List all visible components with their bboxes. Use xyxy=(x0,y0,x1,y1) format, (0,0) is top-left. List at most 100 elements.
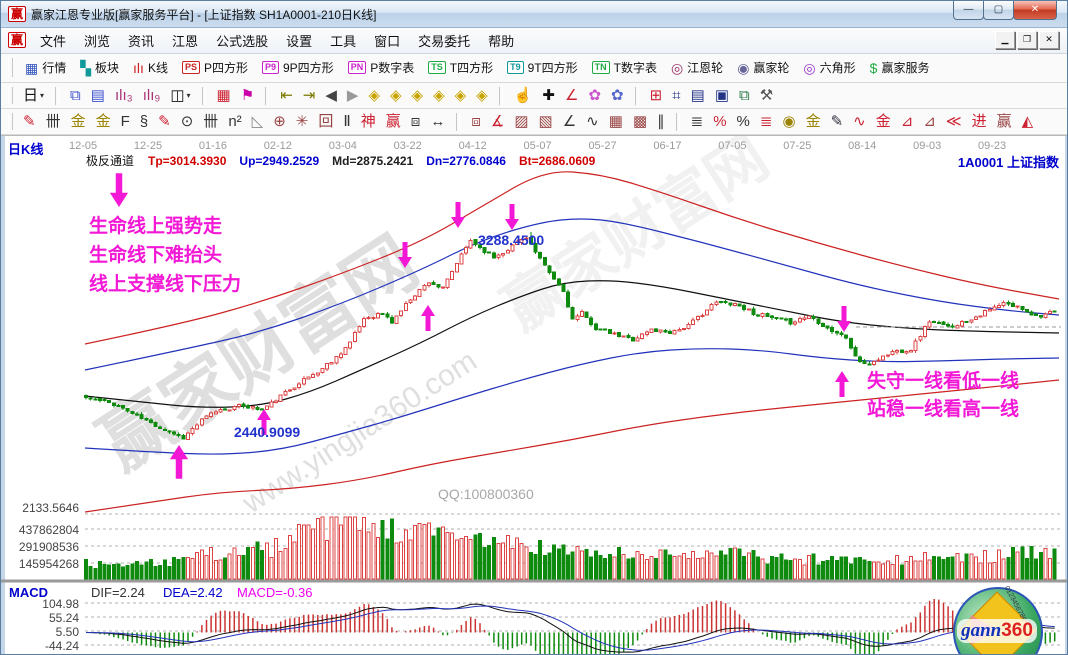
shade-rect-tool[interactable]: ▨ xyxy=(509,113,533,131)
shade-rect2-tool[interactable]: ▧ xyxy=(534,113,558,131)
gann-tool-blue-icon[interactable]: ✿ xyxy=(606,87,629,105)
fan-lines-tool[interactable]: ∡ xyxy=(486,113,509,131)
gann-lines-tool[interactable]: 卌 xyxy=(41,113,66,131)
macd-pane-label[interactable]: MACD xyxy=(9,585,48,600)
zoom-right-button[interactable]: ◈ xyxy=(385,87,407,105)
menu-工具[interactable]: 工具 xyxy=(330,33,357,49)
z-tool[interactable]: ◭ xyxy=(1017,113,1039,131)
p-number-table-button[interactable]: PN P数字表 xyxy=(341,57,422,78)
ruler-lines-tool[interactable]: 卌 xyxy=(198,113,223,131)
angle-fan-tool[interactable]: ◺ xyxy=(247,113,269,131)
win-tool[interactable]: 赢 xyxy=(992,113,1017,131)
mdi-minimize-button[interactable]: ▁ xyxy=(995,31,1015,49)
period-button[interactable]: 日 ▾ xyxy=(18,87,49,105)
shen-tool[interactable]: 神 xyxy=(356,113,381,131)
circle-cycle-tool[interactable]: ⊙ xyxy=(176,113,199,131)
flag-mark-icon[interactable]: ⚑ xyxy=(236,87,259,105)
9p-square-button[interactable]: P9 9P四方形 xyxy=(255,57,341,78)
fibonacci-tool[interactable]: F xyxy=(116,113,135,131)
minichart3-icon[interactable]: ılı₃ xyxy=(110,87,138,105)
gold-line-tool[interactable]: 金 xyxy=(801,113,826,131)
v-expand-button[interactable]: ◈ xyxy=(450,87,472,105)
gold-fan-tool[interactable]: ≪ xyxy=(941,113,967,131)
p-square-button[interactable]: PS P四方形 xyxy=(175,57,255,78)
winner-wheel-button[interactable]: ◉ 赢家轮 xyxy=(730,57,796,78)
rect-box-tool[interactable]: ⧈ xyxy=(466,113,486,131)
width-measure-tool[interactable]: ↔ xyxy=(425,113,450,131)
h-expand-button[interactable]: ◈ xyxy=(407,87,429,105)
grid123-tool[interactable]: ⧈ xyxy=(406,113,426,131)
settings-tools-button[interactable]: ⚒ xyxy=(755,87,778,105)
j-angle-tool[interactable]: ⊿ xyxy=(896,113,919,131)
t-number-table-button[interactable]: TN T数字表 xyxy=(585,57,664,78)
9t-square-button[interactable]: T9 9T四方形 xyxy=(500,57,585,78)
wave-tool[interactable]: ∿ xyxy=(848,113,871,131)
calendar-button[interactable]: ⊞ xyxy=(645,87,668,105)
menu-公式选股[interactable]: 公式选股 xyxy=(216,33,269,49)
save-button[interactable]: ▣ xyxy=(710,87,734,105)
hand-tool-button[interactable]: ☝ xyxy=(509,87,538,105)
minimize-button[interactable]: — xyxy=(953,1,984,20)
pane-period-label[interactable]: 日K线 xyxy=(8,142,44,157)
hexagon-button[interactable]: ◎ 六角形 xyxy=(796,57,862,78)
percent-zone-tool[interactable]: % xyxy=(708,113,731,131)
gold-angle-tool[interactable]: 金 xyxy=(871,113,896,131)
gold-ratio-tool[interactable]: 金 xyxy=(66,113,91,131)
menu-文件[interactable]: 文件 xyxy=(40,33,67,49)
dense-grid-tool[interactable]: ▩ xyxy=(628,113,652,131)
menu-设置[interactable]: 设置 xyxy=(286,33,313,49)
calculator-button[interactable]: ⌗ xyxy=(667,87,685,105)
n2-tool[interactable]: n² xyxy=(223,113,246,131)
angle-measure-button[interactable]: ∠ xyxy=(560,87,583,105)
ying-tool[interactable]: 赢 xyxy=(381,113,406,131)
candle-style-button[interactable]: ◫ ▾ xyxy=(165,87,195,105)
menu-江恩[interactable]: 江恩 xyxy=(172,33,199,49)
circle-cross-tool[interactable]: ⊕ xyxy=(268,113,291,131)
winner-service-button[interactable]: $ 赢家服务 xyxy=(863,57,937,78)
trend-angle-tool[interactable]: ∠ xyxy=(558,113,581,131)
zigzag-tool[interactable]: ∿ xyxy=(581,113,604,131)
star-tool[interactable]: ✳ xyxy=(291,113,314,131)
kline-button[interactable]: ılı K线 xyxy=(126,57,175,78)
next-bar-button[interactable]: ▶ xyxy=(342,87,364,105)
scale-list-tool[interactable]: ≣ xyxy=(686,113,709,131)
gold-circle-tool[interactable]: ◉ xyxy=(777,113,800,131)
window-layout-icon[interactable]: ⧉ xyxy=(65,87,86,105)
first-page-button[interactable]: ⇤ xyxy=(275,87,298,105)
prev-bar-button[interactable]: ◀ xyxy=(320,87,342,105)
t-square-button[interactable]: TS T四方形 xyxy=(421,57,500,78)
menu-交易委托[interactable]: 交易委托 xyxy=(418,33,471,49)
square-spiral-tool[interactable]: 回 xyxy=(313,113,338,131)
brush-tool[interactable]: ✎ xyxy=(18,113,41,131)
percent-tool[interactable]: % xyxy=(732,113,755,131)
h-compress-button[interactable]: ◈ xyxy=(428,87,450,105)
gann-wheel-button[interactable]: ◎ 江恩轮 xyxy=(664,57,730,78)
titlebar[interactable]: 赢 赢家江恩专业版[赢家服务平台] - [上证指数 SH1A0001-210日K… xyxy=(1,1,1067,28)
maximize-button[interactable]: ▢ xyxy=(983,1,1014,20)
mdi-close-button[interactable]: ✕ xyxy=(1039,31,1059,49)
menu-浏览[interactable]: 浏览 xyxy=(84,33,111,49)
sectors-button[interactable]: ▚ 板块 xyxy=(73,57,126,78)
full-zoom-button[interactable]: ◈ xyxy=(471,87,493,105)
wave-mark-tool[interactable]: Ⅱ xyxy=(338,113,355,131)
menu-窗口[interactable]: 窗口 xyxy=(374,33,401,49)
menu-资讯[interactable]: 资讯 xyxy=(128,33,155,49)
brush2-tool[interactable]: ✎ xyxy=(153,113,176,131)
menu-帮助[interactable]: 帮助 xyxy=(488,33,515,49)
last-page-button[interactable]: ⇥ xyxy=(298,87,321,105)
grid-tool[interactable]: ▦ xyxy=(604,113,628,131)
pattern-mark-icon[interactable]: ▦ xyxy=(212,87,236,105)
advance-tool[interactable]: 进 xyxy=(967,113,992,131)
zoom-left-button[interactable]: ◈ xyxy=(363,87,385,105)
gann-tool-pink-icon[interactable]: ✿ xyxy=(583,87,606,105)
parallel-lines-tool[interactable]: ∥ xyxy=(652,113,670,131)
minichart9-icon[interactable]: ılı₉ xyxy=(138,87,166,105)
brush3-tool[interactable]: ✎ xyxy=(826,113,849,131)
f-angle-tool[interactable]: ⊿ xyxy=(918,113,941,131)
export-button[interactable]: ⧉ xyxy=(734,87,755,105)
five-line-tool[interactable]: ≣ xyxy=(755,113,778,131)
gold-section-tool[interactable]: 金 xyxy=(91,113,116,131)
info-panel-icon[interactable]: ▤ xyxy=(86,87,110,105)
crosshair-tool-button[interactable]: ✚ xyxy=(537,87,560,105)
